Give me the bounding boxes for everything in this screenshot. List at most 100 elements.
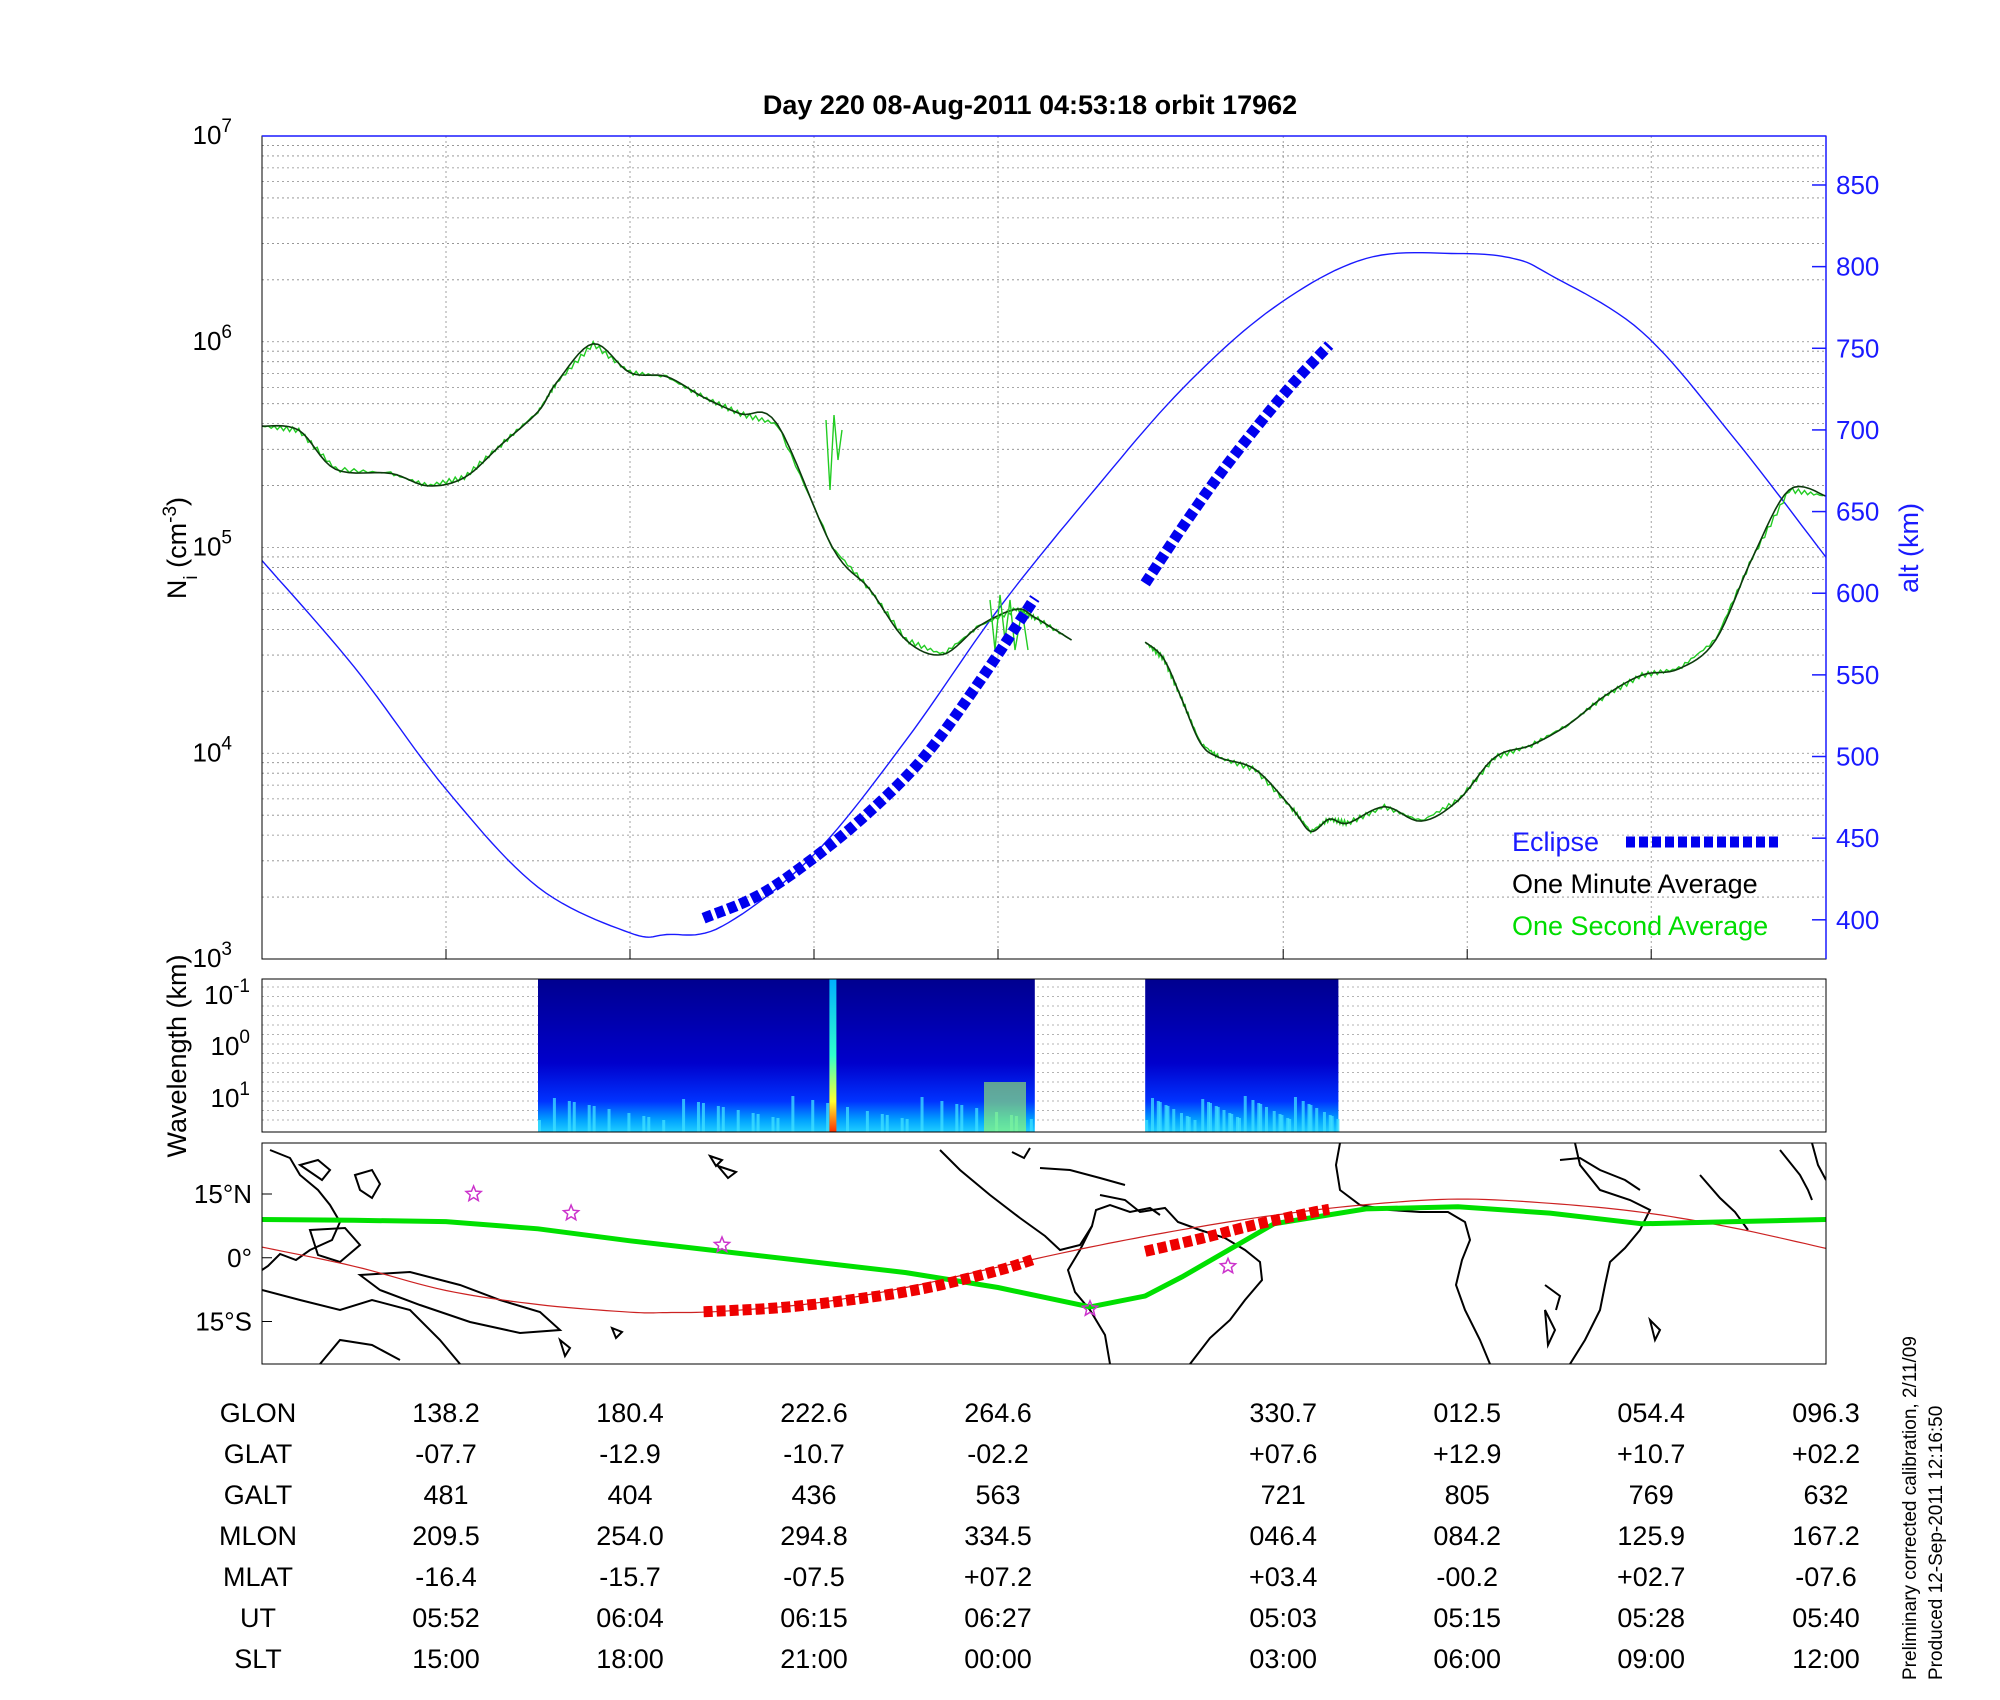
density-gridlines <box>262 136 1826 959</box>
table-cell: 404 <box>607 1480 652 1510</box>
altitude-tick-label: 450 <box>1836 823 1879 853</box>
spectrogram-y-tick-base: 10 <box>204 980 233 1010</box>
density-second-average-line-2 <box>1144 486 1823 835</box>
spectrogram-streak <box>1286 1118 1290 1132</box>
density-y-tick-label: 104 <box>193 733 233 767</box>
spectrogram-streak <box>1328 1115 1332 1132</box>
coastline-philippines <box>353 1168 382 1200</box>
map-y-tick-label: 0° <box>227 1243 252 1273</box>
table-cell: 125.9 <box>1617 1521 1685 1551</box>
spectrogram-streak <box>1257 1103 1261 1132</box>
coastlines <box>262 1143 1826 1364</box>
spectrogram-streak <box>1288 1119 1292 1132</box>
legend-second-average-label: One Second Average <box>1512 911 1768 941</box>
coastline-asia <box>262 1149 342 1271</box>
table-cell: 012.5 <box>1433 1398 1501 1428</box>
altitude-tick-label: 400 <box>1836 905 1879 935</box>
spectrogram-streak <box>1164 1105 1168 1132</box>
spectrogram-streak <box>920 1097 924 1132</box>
spectrogram-streak <box>662 1120 666 1132</box>
station-star-icon <box>561 1203 581 1222</box>
density-y-tick-base: 10 <box>193 120 222 150</box>
table-cell: -00.2 <box>1436 1562 1498 1592</box>
spectrogram-streak <box>1193 1120 1197 1132</box>
density-y-label-sub: i <box>181 575 202 579</box>
table-cell: 09:00 <box>1617 1644 1685 1674</box>
spectrogram-y-tick-exponent: 1 <box>239 1079 250 1100</box>
spectrogram-streak <box>552 1098 556 1132</box>
spectrogram-streak <box>642 1116 646 1132</box>
station-star-icon <box>1218 1256 1238 1275</box>
coastline-south-america-west <box>1066 1225 1111 1364</box>
spectrogram-streak <box>1158 1102 1162 1132</box>
orbit-data-table: GLON GLAT GALT MLON MLAT UT SLT 138.2 -07.7 481 20… <box>219 1398 1860 1674</box>
table-cell: 05:40 <box>1792 1603 1860 1633</box>
map-panel: 15°N 0° 15°S <box>194 1142 1827 1365</box>
coastline-central-america <box>939 1149 1161 1252</box>
table-row-label: SLT <box>234 1644 282 1674</box>
table-cell: 721 <box>1261 1480 1306 1510</box>
table-cell: 15:00 <box>412 1644 480 1674</box>
spectrogram-streak <box>1330 1116 1334 1132</box>
spectrogram-block <box>538 979 1035 1132</box>
altitude-tick-label: 550 <box>1836 660 1879 690</box>
table-cell: -07.5 <box>783 1562 845 1592</box>
orbit-ground-track <box>262 1198 1826 1314</box>
coastline-island-3 <box>610 1326 624 1340</box>
density-y-tick-exponent: 4 <box>221 733 232 754</box>
table-cell: 06:27 <box>964 1603 1032 1633</box>
spectrogram-y-tick-base: 10 <box>211 1031 240 1061</box>
spectrogram-streak <box>776 1118 780 1132</box>
map-y-tick-labels: 15°N 0° 15°S <box>194 1179 272 1337</box>
table-cell: +03.4 <box>1249 1562 1317 1592</box>
spectrogram-streak <box>587 1105 591 1132</box>
table-row-label: MLON <box>219 1521 297 1551</box>
spectrogram-streak <box>751 1113 755 1132</box>
spectrogram-streak <box>1307 1104 1311 1132</box>
table-cell: 084.2 <box>1433 1521 1501 1551</box>
spectrogram-y-tick-exponent: -1 <box>233 976 250 997</box>
table-cell: 632 <box>1803 1480 1848 1510</box>
density-y-label-main: N <box>162 580 192 600</box>
spectrogram-streak <box>865 1111 869 1132</box>
track-eclipse-segment-1 <box>703 1253 1037 1318</box>
station-star-icon <box>464 1184 484 1203</box>
spectrogram-streak <box>592 1106 596 1132</box>
coastline-india <box>1779 1149 1813 1201</box>
table-row-label: GLON <box>220 1398 297 1428</box>
table-cell: 254.0 <box>596 1521 664 1551</box>
spectrogram-streak <box>696 1102 700 1132</box>
spectrogram-streak <box>1236 1117 1240 1132</box>
table-row-label: GLAT <box>224 1439 293 1469</box>
density-minute-average-line-2 <box>1144 485 1826 833</box>
spectrogram-streak <box>880 1114 884 1132</box>
density-y-tick-label: 107 <box>193 116 233 150</box>
spectrogram-streak <box>960 1105 964 1132</box>
spectrogram-data <box>538 979 1340 1132</box>
map-y-tick-label: 15°N <box>194 1179 252 1209</box>
spectrogram-streak <box>1172 1109 1176 1132</box>
station-star-icon <box>712 1235 732 1254</box>
density-y-axis-label: Ni (cm-3) <box>160 497 202 599</box>
spectrogram-bright-stripe <box>829 979 837 1132</box>
spectrogram-streak <box>1201 1099 1205 1132</box>
spectrogram-streak <box>607 1109 611 1132</box>
table-cell: 805 <box>1445 1480 1490 1510</box>
table-row-label: UT <box>240 1603 276 1633</box>
table-cell: 481 <box>423 1480 468 1510</box>
spectrogram-streak <box>567 1101 571 1132</box>
table-cell: 05:52 <box>412 1603 480 1633</box>
spectrogram-streak <box>1166 1106 1170 1132</box>
coastline-island-6 <box>1648 1316 1662 1343</box>
table-cell: 046.4 <box>1249 1521 1317 1551</box>
table-cell: +07.2 <box>964 1562 1032 1592</box>
spectrogram-streak <box>647 1117 651 1132</box>
spectrogram-streak <box>1315 1108 1319 1132</box>
density-y-tick-label: 103 <box>193 939 233 973</box>
table-cell: -16.4 <box>415 1562 477 1592</box>
density-y-tick-label: 106 <box>193 322 233 356</box>
table-cell: -15.7 <box>599 1562 661 1592</box>
spectrogram-streak <box>572 1102 576 1132</box>
table-cell: 00:00 <box>964 1644 1032 1674</box>
